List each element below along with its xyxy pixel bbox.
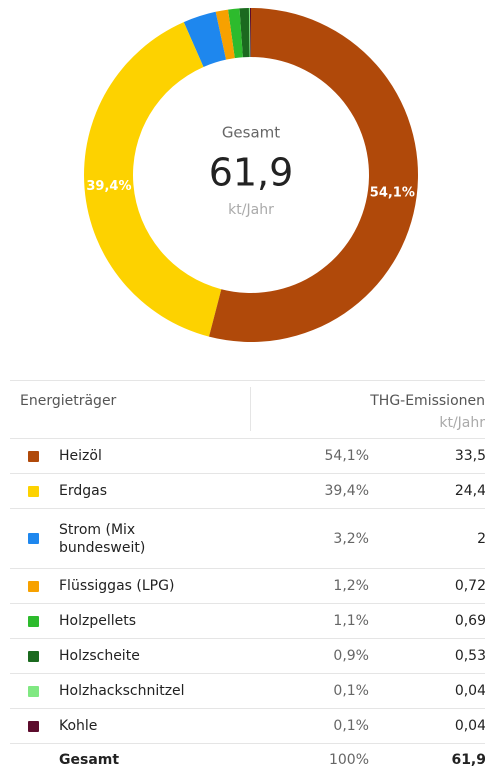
share: 1,1%	[333, 613, 369, 629]
share: 54,1%	[324, 448, 369, 464]
table-row: Heizöl 54,1% 33,5	[10, 439, 485, 474]
legend-swatch	[28, 580, 39, 592]
energy-name: Kohle	[59, 718, 98, 734]
legend-swatch	[28, 533, 39, 544]
table-row: Holzscheite 0,9% 0,53	[10, 639, 485, 674]
header-col1: Energieträger	[20, 393, 117, 409]
emission: 33,5	[454, 448, 485, 464]
header-col2: THG-Emissionen	[370, 393, 485, 409]
table-row: Kohle 0,1% 0,04	[10, 709, 485, 744]
table-row: Holzhackschnitzel 0,1% 0,04	[10, 674, 485, 709]
share: 39,4%	[324, 483, 369, 499]
energy-name: Strom (Mix bundesweit)	[59, 521, 146, 556]
energy-name: Flüssiggas (LPG)	[59, 578, 175, 594]
slice	[248, 8, 251, 58]
table-row: Erdgas 39,4% 24,4	[10, 474, 485, 509]
emission: 0,53	[454, 648, 485, 664]
share: 3,2%	[333, 530, 369, 547]
total-value: 61,9	[451, 751, 485, 768]
legend-swatch	[28, 615, 39, 627]
energy-name: Heizöl	[59, 448, 102, 464]
emission: 0,04	[454, 718, 485, 734]
share: 0,1%	[333, 683, 369, 699]
slice	[239, 8, 250, 58]
energy-name: Holzscheite	[59, 648, 140, 664]
table-header: Energieträger THG-Emissionen kt/Jahr	[10, 380, 485, 439]
table: Energieträger THG-Emissionen kt/Jahr Hei…	[10, 380, 485, 775]
table-row: Flüssiggas (LPG) 1,2% 0,72	[10, 569, 485, 604]
energy-name: Holzhackschnitzel	[59, 683, 185, 699]
energy-name: Erdgas	[59, 483, 108, 499]
share: 0,9%	[333, 648, 369, 664]
emission: 24,4	[454, 483, 485, 499]
slice	[249, 8, 251, 58]
center-label: Gesamt	[222, 124, 280, 142]
slice-label: 54,1%	[370, 186, 415, 201]
total-share: 100%	[328, 751, 369, 768]
share: 1,2%	[333, 578, 369, 594]
header-unit: kt/Jahr	[439, 415, 485, 431]
emission: 0,72	[454, 578, 485, 594]
slice-label: 39,4%	[86, 179, 131, 194]
table-row: Strom (Mix bundesweit) 3,2% 2	[10, 509, 485, 569]
legend-swatch	[28, 720, 39, 732]
legend-swatch	[28, 650, 39, 662]
slice	[183, 11, 227, 67]
emission: 0,69	[454, 613, 485, 629]
legend-swatch	[28, 485, 39, 497]
emission: 2	[477, 530, 485, 547]
legend-swatch	[28, 685, 39, 697]
slice	[228, 8, 243, 59]
share: 0,1%	[333, 718, 369, 734]
legend-swatch	[28, 450, 39, 462]
total-label: Gesamt	[59, 751, 120, 768]
spacer	[28, 754, 39, 765]
slice	[209, 8, 418, 343]
table-body: Heizöl 54,1% 33,5 Erdgas 39,4% 24,4 Strom (Mix…	[10, 439, 485, 744]
chart: Gesamt 61,9 kt/Jahr 54,1% 39,4%	[83, 8, 418, 343]
center-value: 61,9	[209, 151, 294, 195]
center-unit: kt/Jahr	[228, 202, 274, 218]
table-row: Holzpellets 1,1% 0,69	[10, 604, 485, 639]
energy-name: Holzpellets	[59, 613, 137, 629]
separator	[250, 387, 251, 431]
slice	[215, 9, 235, 60]
total-row: Gesamt 100% 61,9	[10, 744, 485, 775]
slice	[83, 22, 222, 337]
emission: 0,04	[454, 683, 485, 699]
